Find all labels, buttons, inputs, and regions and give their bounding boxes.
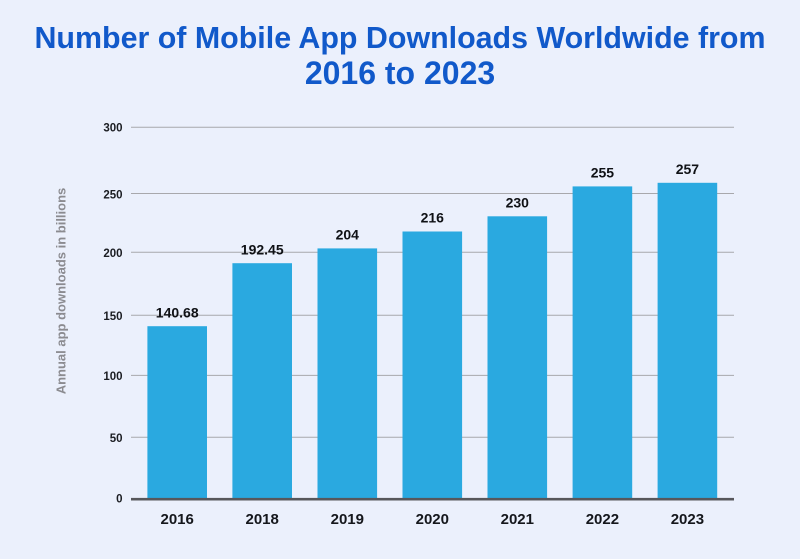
svg-text:300: 300: [103, 123, 122, 135]
svg-text:2021: 2021: [501, 511, 534, 528]
svg-text:250: 250: [103, 190, 122, 202]
svg-text:257: 257: [676, 161, 700, 177]
svg-text:2020: 2020: [416, 511, 449, 528]
svg-text:204: 204: [336, 227, 360, 243]
svg-text:2018: 2018: [246, 511, 279, 528]
svg-text:230: 230: [506, 195, 530, 211]
svg-text:0: 0: [116, 493, 122, 505]
svg-text:Annual app downloads in billio: Annual app downloads in billions: [54, 188, 69, 395]
svg-text:2022: 2022: [586, 511, 619, 528]
svg-text:150: 150: [103, 311, 122, 323]
svg-text:2019: 2019: [331, 511, 364, 528]
svg-text:216: 216: [421, 210, 445, 226]
svg-text:50: 50: [110, 433, 123, 445]
svg-text:200: 200: [103, 248, 122, 260]
svg-text:2016: 2016: [161, 511, 194, 528]
svg-text:100: 100: [103, 371, 122, 383]
svg-text:2023: 2023: [671, 511, 704, 528]
svg-text:255: 255: [591, 165, 615, 181]
svg-text:140.68: 140.68: [156, 304, 199, 320]
svg-text:2016 to 2023: 2016 to 2023: [305, 55, 495, 91]
svg-text:192.45: 192.45: [241, 241, 284, 257]
svg-text:Number of Mobile App Downloads: Number of Mobile App Downloads Worldwide…: [34, 21, 765, 55]
